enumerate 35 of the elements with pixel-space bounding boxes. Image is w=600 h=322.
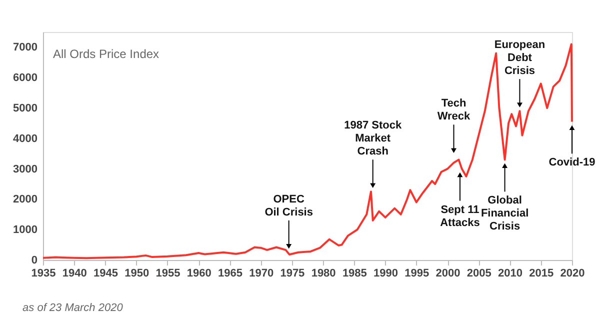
x-tick-label: 1935 — [31, 268, 56, 280]
y-tick-label: 3000 — [13, 163, 38, 176]
annotation: Tech Wreck — [437, 98, 472, 123]
annotation: Covid-19 — [548, 156, 596, 169]
x-tick-label: 2015 — [529, 268, 554, 280]
x-tick-label: 1945 — [93, 268, 118, 280]
x-tick-label: 1950 — [124, 268, 150, 280]
x-tick-label: 2005 — [466, 268, 492, 280]
x-tick-label: 1955 — [156, 268, 180, 280]
text: as of 23 March 2020 — [22, 302, 124, 314]
annotation: Global Financial Crisis — [480, 194, 529, 233]
x-tick-label: 1990 — [374, 268, 398, 280]
x-tick-label: 1965 — [218, 268, 242, 280]
x-tick-label: 2020 — [560, 268, 585, 280]
x-tick-label: 1980 — [311, 268, 336, 280]
y-tick-label: 0 — [31, 254, 38, 266]
y-tick-label: 6000 — [13, 72, 38, 84]
annotation: 1987 Stock Market Crash — [344, 120, 402, 158]
y-tick-label: 4000 — [13, 132, 38, 145]
x-tick-label: 2010 — [498, 268, 523, 280]
y-tick-label: 2000 — [13, 194, 38, 206]
annotation: European Debt Crisis — [494, 39, 546, 78]
x-tick-label: 1975 — [280, 268, 305, 280]
x-tick-label: 2000 — [436, 268, 460, 280]
x-tick-label: 1940 — [62, 268, 87, 280]
annotation: All Ords Price Index — [53, 47, 160, 61]
x-tick-label: 1970 — [249, 268, 274, 280]
x-tick-label: 1960 — [186, 268, 212, 280]
y-tick-label: 5000 — [13, 102, 38, 114]
x-tick-label: 1995 — [404, 268, 430, 280]
annotation: OPEC Oil Crisis — [264, 193, 313, 218]
y-tick-label: 7000 — [13, 42, 38, 54]
y-tick-label: 1000 — [13, 224, 38, 236]
annotation: Sept 11 Attacks — [440, 204, 480, 229]
x-tick-label: 1985 — [342, 268, 367, 280]
